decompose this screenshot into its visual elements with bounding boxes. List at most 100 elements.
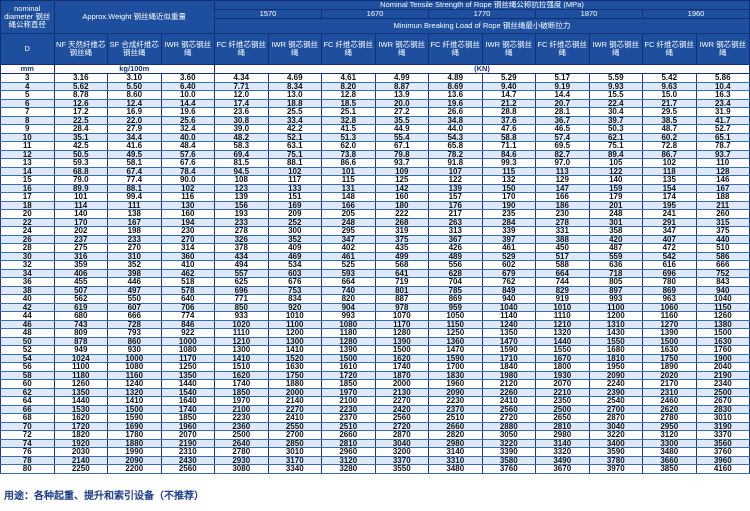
table-row: 3 3.16 3.10 3.60 4.34 4.69 4.61 4.99 4.89 5.29 5.1…	[0, 73, 750, 83]
value-cell: 487	[588, 243, 643, 253]
table-row: 38 507 497 578 696 753 740 801 785 849 829 897 869 94…	[0, 285, 750, 295]
value-cell: 179	[588, 192, 643, 202]
value-cell: 1430	[588, 328, 643, 338]
value-cell: 1360	[428, 336, 483, 346]
value-cell: 1720	[321, 370, 376, 380]
table-row: 26 237 233 270 326 352 347 375 367 397 388 420 407 44…	[0, 234, 750, 244]
table-row: 11 42.5 41.6 48.4 58.3 63.1 62.0 67.1 65.8 71.1 69…	[0, 141, 750, 151]
diameter-cell: 11	[0, 141, 55, 151]
value-cell: 2510	[428, 413, 483, 423]
value-cell: 8.60	[107, 90, 162, 100]
value-cell: 132	[481, 175, 536, 185]
value-cell: 59.3	[53, 158, 108, 168]
column-header: IWR 钢芯钢丝绳	[695, 33, 750, 65]
value-cell: 130	[160, 200, 215, 210]
value-cell: 1620	[214, 370, 269, 380]
value-cell: 129	[535, 175, 590, 185]
table-row: 42 619 607 706 850 920 904 978 959 1040 1010 1100 10…	[0, 302, 750, 312]
value-cell: 42.5	[53, 141, 108, 151]
value-cell: 16.9	[107, 107, 162, 117]
value-cell: 2870	[588, 413, 643, 423]
value-cell: 1630	[267, 362, 322, 372]
value-cell: 1510	[214, 362, 269, 372]
value-cell: 30.4	[588, 107, 643, 117]
value-cell: 1720	[53, 421, 108, 431]
value-cell: 3140	[428, 447, 483, 457]
value-cell: 1640	[160, 396, 215, 406]
value-cell: 410	[160, 260, 215, 270]
column-header: SF 合成纤维芯钢丝绳	[107, 33, 162, 65]
value-cell: 1110	[535, 311, 590, 321]
value-cell: 166	[321, 200, 376, 210]
value-cell: 9.93	[588, 81, 643, 91]
value-cell: 90.0	[160, 175, 215, 185]
rope-spec-table: nominal diameter 钢丝绳公称直径 Approx.Weight 钢…	[0, 0, 750, 474]
table-row: 8 22.5 22.0 25.6 30.8 33.4 32.8 35.5 34.8 37.6 36.…	[0, 115, 750, 125]
value-cell: 51.3	[321, 132, 376, 142]
value-cell: 52.1	[267, 132, 322, 142]
value-cell: 2640	[214, 438, 269, 448]
value-cell: 897	[588, 285, 643, 295]
value-cell: 440	[695, 234, 750, 244]
value-cell: 18.8	[267, 98, 322, 108]
table-row: 20 140 138 160 193 209 205 222 217 235 230 248 241 26…	[0, 209, 750, 219]
value-cell: 123	[214, 183, 269, 193]
value-cell: 3190	[695, 421, 750, 431]
value-cell: 1260	[695, 311, 750, 321]
value-cell: 461	[481, 243, 536, 253]
value-cell: 518	[160, 277, 215, 287]
value-cell: 114	[53, 200, 108, 210]
value-cell: 426	[428, 243, 483, 253]
diameter-cell: 54	[0, 353, 55, 363]
value-cell: 434	[214, 251, 269, 261]
table-row: 12 50.5 49.5 57.6 69.4 75.1 73.8 79.8 78.2 84.6 82…	[0, 149, 750, 159]
value-cell: 1970	[214, 396, 269, 406]
value-cell: 102	[160, 183, 215, 193]
value-cell: 315	[695, 217, 750, 227]
value-cell: 186	[535, 200, 590, 210]
value-cell: 1740	[160, 404, 215, 414]
table-row: 15 79.0 77.4 90.0 108 117 115 125 122 132 129 140 13…	[0, 175, 750, 185]
table-row: 76 2030 1990 2310 2780 3010 2960 3200 3140 3390 33…	[0, 447, 750, 457]
value-cell: 2550	[267, 421, 322, 431]
value-cell: 69.4	[214, 149, 269, 159]
value-cell: 378	[214, 243, 269, 253]
diameter-cell: 14	[0, 166, 55, 176]
value-cell: 933	[214, 311, 269, 321]
value-cell: 14.4	[160, 98, 215, 108]
value-cell: 23.4	[695, 98, 750, 108]
value-cell: 2020	[642, 370, 697, 380]
value-cell: 3310	[428, 455, 483, 465]
table-row: 4 5.62 5.50 6.40 7.71 8.34 8.20 8.87 8.69 9.40 9.1…	[0, 81, 750, 91]
value-cell: 586	[695, 251, 750, 261]
value-cell: 1100	[53, 362, 108, 372]
value-cell: 2360	[214, 421, 269, 431]
value-cell: 35.1	[53, 132, 108, 142]
value-cell: 718	[588, 268, 643, 278]
value-cell: 176	[428, 200, 483, 210]
value-cell: 67.6	[160, 158, 215, 168]
value-cell: 1410	[214, 353, 269, 363]
value-cell: 15.0	[642, 90, 697, 100]
value-cell: 1390	[374, 336, 429, 346]
table-row: 78 2140 2090 2430 2930 3170 3120 3370 3310 3580 34…	[0, 455, 750, 465]
value-cell: 21.7	[642, 98, 697, 108]
value-cell: 740	[321, 285, 376, 295]
value-cell: 542	[642, 251, 697, 261]
value-cell: 358	[588, 226, 643, 236]
value-cell: 3780	[588, 455, 643, 465]
value-cell: 1160	[642, 311, 697, 321]
value-cell: 46.5	[535, 124, 590, 134]
value-cell: 105	[588, 158, 643, 168]
value-cell: 1850	[321, 379, 376, 389]
value-cell: 4160	[695, 464, 750, 474]
value-cell: 65.8	[428, 141, 483, 151]
value-cell: 5.42	[642, 73, 697, 83]
value-cell: 75.1	[588, 141, 643, 151]
value-cell: 166	[535, 192, 590, 202]
value-cell: 922	[160, 328, 215, 338]
value-cell: 557	[214, 268, 269, 278]
value-cell: 1070	[374, 311, 429, 321]
value-cell: 115	[481, 166, 536, 176]
value-cell: 641	[374, 268, 429, 278]
